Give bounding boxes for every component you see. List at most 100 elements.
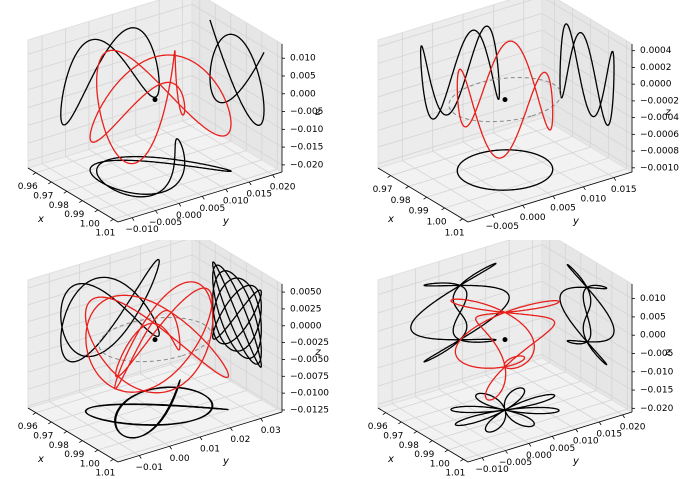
grid-line <box>35 122 200 174</box>
tick-mark <box>110 218 114 222</box>
y-tick-label: 0.015 <box>611 185 637 195</box>
projection-left <box>60 258 160 363</box>
z-tick-label: 0.0025 <box>290 304 322 314</box>
grid-line <box>191 321 283 377</box>
tick-mark <box>552 195 556 200</box>
reference-ring <box>448 77 562 123</box>
tick-mark <box>613 177 617 181</box>
y-tick-label: 0.03 <box>261 426 281 436</box>
z-tick-label: −0.0075 <box>290 372 329 382</box>
tick-mark <box>248 181 252 186</box>
y-tick-label: −0.005 <box>499 458 532 468</box>
grid-line <box>113 168 278 220</box>
tick-mark <box>169 446 172 450</box>
tick-mark <box>598 421 602 426</box>
x-tick-label: 0.98 <box>391 196 411 206</box>
y-tick-label: −0.01 <box>135 463 163 473</box>
grid-line <box>541 13 633 68</box>
tick-mark <box>138 455 142 459</box>
y-tick-label: 0.000 <box>520 213 546 223</box>
grid-line <box>444 157 609 209</box>
tick-mark <box>405 186 409 189</box>
grid-line <box>79 391 170 447</box>
tick-mark <box>505 450 508 454</box>
grid-line <box>377 13 543 64</box>
orbit <box>89 49 232 165</box>
x-axis-label: x <box>37 214 44 225</box>
x-tick-label: 0.96 <box>18 182 38 192</box>
tick-mark <box>110 458 114 462</box>
orbit <box>456 40 554 159</box>
grid-line <box>191 74 283 130</box>
z-tick-label: −0.020 <box>290 160 324 170</box>
z-tick-label: 0.005 <box>640 312 666 322</box>
projection-left <box>410 262 510 363</box>
y-axis-label: y <box>572 456 580 467</box>
grid-line <box>191 305 283 360</box>
projection-floor <box>89 138 232 198</box>
grid-line <box>140 373 231 429</box>
projection-floor <box>456 149 554 191</box>
grid-line <box>541 317 633 373</box>
x-tick-label: 1.01 <box>95 469 115 479</box>
grid-line <box>377 96 543 148</box>
tick-mark <box>491 214 495 218</box>
grid-line <box>462 168 627 220</box>
grid-line <box>438 389 530 444</box>
grid-line <box>191 57 283 112</box>
z-tick-label: −0.0125 <box>290 405 329 415</box>
grid-line <box>416 380 581 432</box>
tick-mark <box>94 449 99 453</box>
z-tick-label: 0.005 <box>290 72 316 82</box>
panel: 0.960.970.980.991.001.01 −0.010−0.0050.00… <box>368 240 674 479</box>
tick-mark <box>413 430 418 434</box>
x-axis <box>377 167 469 223</box>
grid-line <box>390 125 555 176</box>
grid-line <box>462 141 554 197</box>
z-tick-label: 0.0004 <box>640 46 672 56</box>
x-tick-label: 0.97 <box>383 431 403 441</box>
z-tick-label: −0.0004 <box>640 113 679 123</box>
grid-line <box>49 401 140 456</box>
center-point <box>502 97 508 103</box>
grid-line <box>191 21 283 77</box>
y-tick-label: 0.005 <box>550 204 576 214</box>
tick-mark <box>155 210 158 214</box>
z-tick-label: −0.0006 <box>640 130 679 140</box>
x-axis-label: x <box>387 454 394 465</box>
projection-left <box>419 25 501 120</box>
tick-mark <box>552 436 555 440</box>
grid-line <box>408 135 573 187</box>
x-tick-label: 0.98 <box>49 441 69 451</box>
tick-mark <box>441 207 445 211</box>
grid-line <box>377 63 543 115</box>
tick-mark <box>423 196 427 200</box>
y-tick-label: 0.015 <box>246 190 272 200</box>
z-tick-label: 0.0050 <box>290 288 322 298</box>
projection-right <box>559 23 615 126</box>
y-tick-label: 0.010 <box>573 437 599 447</box>
tick-mark <box>94 209 99 213</box>
tick-mark <box>230 427 233 431</box>
panel: 0.970.980.991.001.01 −0.0050.000 0.005 0.01… <box>373 0 679 238</box>
grid-line <box>377 244 543 296</box>
z-tick-label: −0.0025 <box>290 338 329 348</box>
grid-line <box>401 371 566 423</box>
grid-line <box>191 271 283 327</box>
grid-line <box>27 39 193 91</box>
grid-line <box>194 240 283 293</box>
y-tick-label: 0.020 <box>270 182 296 192</box>
grid-line <box>463 408 628 460</box>
tick-mark <box>79 200 83 203</box>
center-point <box>502 337 508 343</box>
grid-line <box>377 353 543 405</box>
grid-line <box>541 353 633 409</box>
center-point <box>152 337 158 343</box>
x-tick-label: 0.99 <box>64 210 84 220</box>
z-tick-label: −0.0100 <box>290 389 329 399</box>
x-tick-label: 0.99 <box>409 207 429 217</box>
grid-line <box>447 399 612 451</box>
grid-line <box>541 262 633 318</box>
z-tick-label: −0.005 <box>290 107 323 117</box>
